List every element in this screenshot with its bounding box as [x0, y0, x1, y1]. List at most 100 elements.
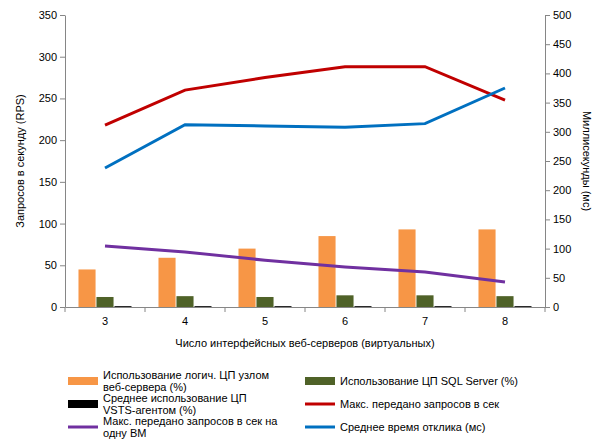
bar [416, 295, 433, 307]
tick-mark [545, 190, 550, 191]
tick-mark [60, 140, 65, 141]
bar [256, 297, 273, 307]
bar [78, 269, 95, 307]
bar [114, 306, 131, 307]
category-divider [305, 307, 306, 312]
tick-label: 250 [553, 155, 571, 167]
bar [514, 306, 531, 307]
axis-line [65, 16, 66, 308]
bar-series [96, 295, 513, 307]
tick-label: 4 [182, 315, 188, 327]
tick-mark [545, 15, 550, 16]
tick: 300 [545, 126, 571, 138]
tick-mark [60, 182, 65, 183]
category-divider [225, 307, 226, 312]
tick-label: 250 [39, 92, 57, 104]
tick-mark [545, 307, 550, 308]
line [105, 67, 505, 125]
tick-label: 50 [45, 259, 57, 271]
tick-mark [60, 98, 65, 99]
line [105, 88, 505, 168]
tick-label: 300 [553, 126, 571, 138]
tick-label: 3 [102, 315, 108, 327]
tick-label: 100 [39, 218, 57, 230]
tick-label: 6 [342, 315, 348, 327]
tick-label: 150 [553, 213, 571, 225]
legend-swatch [68, 377, 98, 385]
bar [478, 229, 495, 307]
tick-label: 0 [51, 301, 57, 313]
tick-mark [60, 265, 65, 266]
tick: 300 [39, 51, 65, 63]
tick: 350 [545, 97, 571, 109]
tick: 50 [545, 272, 565, 284]
tick: 50 [45, 259, 65, 271]
tick: 5 [262, 307, 268, 327]
tick: 100 [39, 218, 65, 230]
bar [158, 258, 175, 307]
tick: 0 [51, 301, 65, 313]
tick-mark [545, 249, 550, 250]
tick-mark [545, 161, 550, 162]
line [105, 246, 505, 282]
x-axis-title: Число интерфейсных веб-серверов (виртуал… [175, 337, 434, 349]
tick-label: 500 [553, 9, 571, 21]
tick: 250 [545, 155, 571, 167]
legend-swatch [305, 426, 335, 429]
tick-label: 50 [553, 272, 565, 284]
category-divider [545, 307, 546, 312]
bar-series [78, 229, 495, 307]
tick-mark [545, 278, 550, 279]
tick-label: 350 [39, 9, 57, 21]
y-axis-title: Запросов в секунду (RPS) [14, 94, 26, 228]
tick: 8 [502, 307, 508, 327]
category-divider [465, 307, 466, 312]
bar [176, 296, 193, 307]
category-divider [65, 307, 66, 312]
tick: 350 [39, 9, 65, 21]
tick-mark [60, 57, 65, 58]
legend-label: Среднее время отклика (мс) [340, 421, 485, 433]
tick-mark [60, 307, 65, 308]
bar [96, 297, 113, 307]
category-divider [385, 307, 386, 312]
tick: 100 [545, 243, 571, 255]
tick: 4 [182, 307, 188, 327]
bar [194, 306, 211, 307]
tick: 200 [39, 134, 65, 146]
y2-axis: 0 50 100 150 200 250 300 350 400 450 500 [545, 9, 571, 313]
tick: 150 [545, 213, 571, 225]
legend: Использование логич. ЦП узлом веб-сервер… [68, 369, 518, 439]
y-axis: 050100150200250300350 [39, 9, 66, 313]
legend-label: Среднее использование ЦП VSTS-агентом (%… [103, 392, 250, 416]
bar [274, 306, 291, 307]
tick: 0 [545, 301, 559, 313]
tick: 500 [545, 9, 571, 21]
bar [398, 229, 415, 307]
bar [434, 306, 451, 307]
tick: 200 [545, 184, 571, 196]
legend-swatch [305, 377, 335, 385]
tick-label: 300 [39, 51, 57, 63]
legend-swatch [305, 403, 335, 406]
y2-axis-title: Миллисекунды (мс) [581, 111, 593, 211]
tick-mark [60, 15, 65, 16]
tick-label: 350 [553, 97, 571, 109]
tick: 3 [102, 307, 108, 327]
tick-mark [60, 224, 65, 225]
legend-label: Макс. передано запросов в сек на одну ВМ [103, 415, 280, 439]
bar [354, 306, 371, 307]
legend-label: Использование логич. ЦП узлом веб-сервер… [103, 369, 272, 393]
tick-mark [545, 73, 550, 74]
tick: 6 [342, 307, 348, 327]
tick-label: 450 [553, 38, 571, 50]
tick: 250 [39, 92, 65, 104]
bar [496, 296, 513, 307]
tick-mark [545, 219, 550, 220]
tick-label: 5 [262, 315, 268, 327]
tick: 450 [545, 38, 571, 50]
legend-swatch [68, 426, 98, 429]
tick-label: 0 [553, 301, 559, 313]
chart: 0501001502002503003500501001502002503003… [0, 0, 601, 448]
tick: 400 [545, 67, 571, 79]
